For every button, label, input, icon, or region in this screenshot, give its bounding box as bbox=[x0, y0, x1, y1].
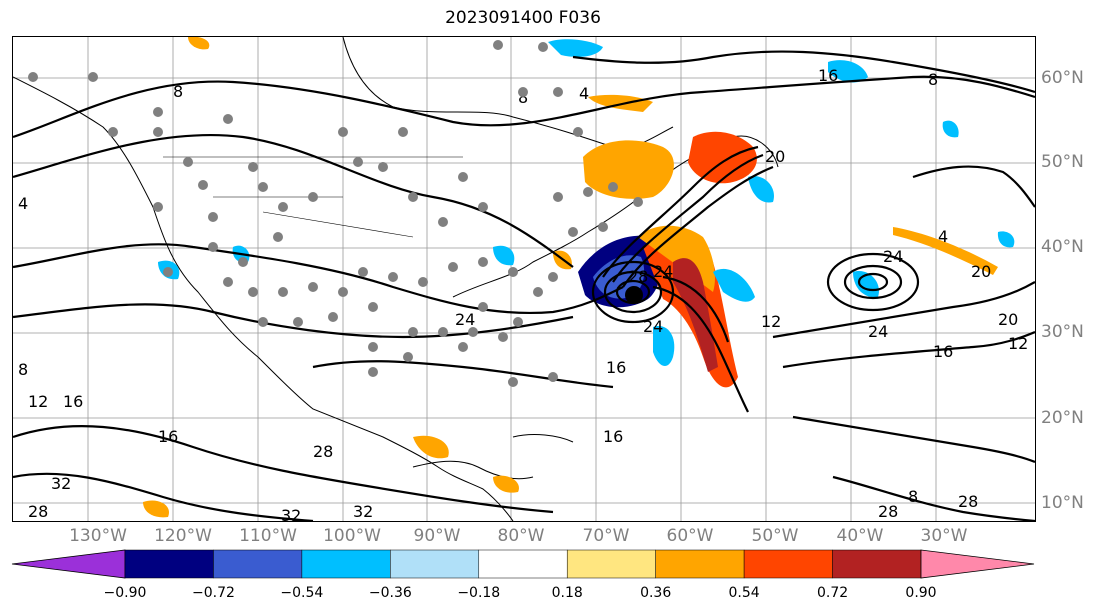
contour-label: 8 bbox=[908, 487, 918, 506]
contour-label: 8 bbox=[18, 360, 28, 379]
lon-label-30w: 30°W bbox=[920, 526, 968, 546]
contour-label: 32 bbox=[51, 474, 71, 493]
colorbar-segment bbox=[301, 549, 391, 579]
contour-label: 16 bbox=[158, 427, 178, 446]
contour-label: 24 bbox=[653, 262, 673, 281]
colorbar-tick-label: 0.72 bbox=[816, 585, 849, 601]
colorbar bbox=[11, 549, 1035, 579]
lat-label-60n: 60°N bbox=[1041, 68, 1084, 88]
contour-lines bbox=[13, 50, 1035, 521]
colorbar-segment bbox=[213, 549, 303, 579]
colorbar-segments bbox=[11, 549, 1035, 579]
contour-label: 24 bbox=[883, 247, 903, 266]
contour-label: 4 bbox=[18, 194, 28, 213]
contour-label: 28 bbox=[313, 442, 333, 461]
lon-label-120w: 120°W bbox=[154, 526, 212, 546]
lat-label-20n: 20°N bbox=[1041, 408, 1084, 428]
colorbar-tick-label: 0.18 bbox=[551, 585, 583, 601]
colorbar-segment bbox=[11, 549, 126, 579]
contour-label: 16 bbox=[818, 66, 838, 85]
contour-label: 8 bbox=[173, 82, 183, 101]
map-panel[interactable]: 8 8 4 16 8 4 20 24 28 16 12 16 24 32 28 … bbox=[12, 36, 1036, 522]
lat-label-30n: 30°N bbox=[1041, 322, 1084, 342]
contour-label: 4 bbox=[938, 227, 948, 246]
contour-label: 28 bbox=[628, 267, 648, 286]
contour-label: 32 bbox=[281, 506, 301, 521]
contour-label: 24 bbox=[643, 317, 663, 336]
colorbar-segment bbox=[920, 549, 1035, 579]
contour-label: 24 bbox=[868, 322, 888, 341]
contour-label: 16 bbox=[606, 358, 626, 377]
contour-label: 28 bbox=[28, 502, 48, 521]
contour-label: 20 bbox=[971, 262, 991, 281]
lon-label-50w: 50°W bbox=[751, 526, 799, 546]
contour-label: 28 bbox=[878, 502, 898, 521]
colorbar-tick-label: 0.54 bbox=[728, 585, 760, 601]
colorbar-segment bbox=[124, 549, 214, 579]
map-title: 2023091400 F036 bbox=[445, 8, 601, 28]
colorbar-tick-label: −0.90 bbox=[103, 585, 147, 601]
contour-label: 20 bbox=[765, 147, 785, 166]
contour-label: 4 bbox=[579, 84, 589, 103]
lon-label-130w: 130°W bbox=[69, 526, 127, 546]
lon-label-70w: 70°W bbox=[582, 526, 630, 546]
colorbar-segment bbox=[566, 549, 656, 579]
colorbar-segment bbox=[478, 549, 568, 579]
colorbar-tick-label: −0.36 bbox=[368, 585, 412, 601]
lon-label-40w: 40°W bbox=[836, 526, 884, 546]
colorbar-tick-label: −0.18 bbox=[457, 585, 501, 601]
colorbar-segment bbox=[743, 549, 833, 579]
contour-label: 16 bbox=[63, 392, 83, 411]
contour-label: 28 bbox=[958, 492, 978, 511]
colorbar-segment bbox=[390, 549, 480, 579]
contour-label: 12 bbox=[28, 392, 48, 411]
contour-label: 20 bbox=[998, 310, 1018, 329]
contour-label: 16 bbox=[933, 342, 953, 361]
colorbar-tick-label: 0.90 bbox=[905, 585, 937, 601]
colorbar-segment bbox=[832, 549, 922, 579]
lat-label-10n: 10°N bbox=[1041, 493, 1084, 513]
colorbar-segment bbox=[655, 549, 745, 579]
contour-label-group: 8 8 4 16 8 4 20 24 28 16 12 16 24 32 28 … bbox=[18, 66, 1028, 521]
lon-label-110w: 110°W bbox=[239, 526, 297, 546]
contour-label: 8 bbox=[518, 88, 528, 107]
observation-markers bbox=[28, 40, 643, 387]
lat-label-40n: 40°N bbox=[1041, 237, 1084, 257]
contour-label: 24 bbox=[455, 310, 475, 329]
contour-label: 32 bbox=[353, 502, 373, 521]
colorbar-tick-label: −0.54 bbox=[280, 585, 324, 601]
lat-label-50n: 50°N bbox=[1041, 152, 1084, 172]
storm-center-marker bbox=[625, 286, 643, 304]
contour-label: 12 bbox=[761, 312, 781, 331]
lat-lon-grid bbox=[13, 37, 1035, 521]
colorbar-tick-label: −0.72 bbox=[191, 585, 235, 601]
lon-label-80w: 80°W bbox=[497, 526, 545, 546]
map-canvas: 8 8 4 16 8 4 20 24 28 16 12 16 24 32 28 … bbox=[13, 37, 1035, 521]
colorbar-tick-label: 0.36 bbox=[640, 585, 672, 601]
lon-label-100w: 100°W bbox=[323, 526, 381, 546]
contour-label: 8 bbox=[928, 70, 938, 89]
contour-label: 16 bbox=[603, 427, 623, 446]
contour-label: 12 bbox=[1008, 334, 1028, 353]
lon-label-60w: 60°W bbox=[666, 526, 714, 546]
lon-label-90w: 90°W bbox=[413, 526, 461, 546]
